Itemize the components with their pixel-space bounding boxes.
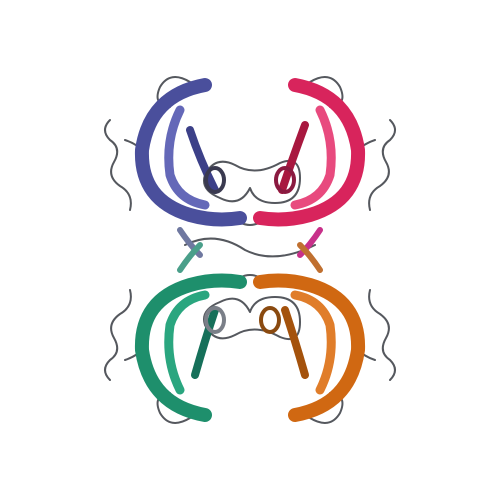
- beta-strand: [278, 121, 309, 194]
- beta-strand: [164, 290, 210, 395]
- beta-strand: [290, 105, 336, 210]
- loop: [203, 159, 301, 204]
- loop: [104, 119, 132, 211]
- helix: [204, 306, 226, 334]
- chain-blue: [134, 78, 247, 258]
- beta-strand: [297, 227, 323, 258]
- beta-strand: [191, 306, 219, 379]
- loop: [368, 119, 396, 211]
- helix: [274, 166, 296, 194]
- chain-pink: [253, 78, 366, 258]
- beta-strand: [297, 242, 323, 273]
- helices: [204, 166, 296, 334]
- helix: [204, 166, 226, 194]
- beta-strand: [177, 227, 203, 258]
- beta-strand: [186, 126, 219, 194]
- helix: [259, 306, 281, 334]
- beta-strand: [164, 105, 210, 210]
- beta-strand: [134, 273, 247, 422]
- beta-strand: [177, 242, 203, 273]
- beta-strand: [253, 273, 366, 422]
- beta-strand: [134, 78, 247, 227]
- beta-strand: [253, 78, 366, 227]
- beta-strand: [281, 306, 309, 379]
- loop: [203, 296, 301, 341]
- beta-strand: [290, 290, 336, 395]
- loop: [104, 289, 132, 381]
- chain-orange: [253, 242, 366, 422]
- chain-green: [134, 242, 247, 422]
- loop: [368, 289, 396, 381]
